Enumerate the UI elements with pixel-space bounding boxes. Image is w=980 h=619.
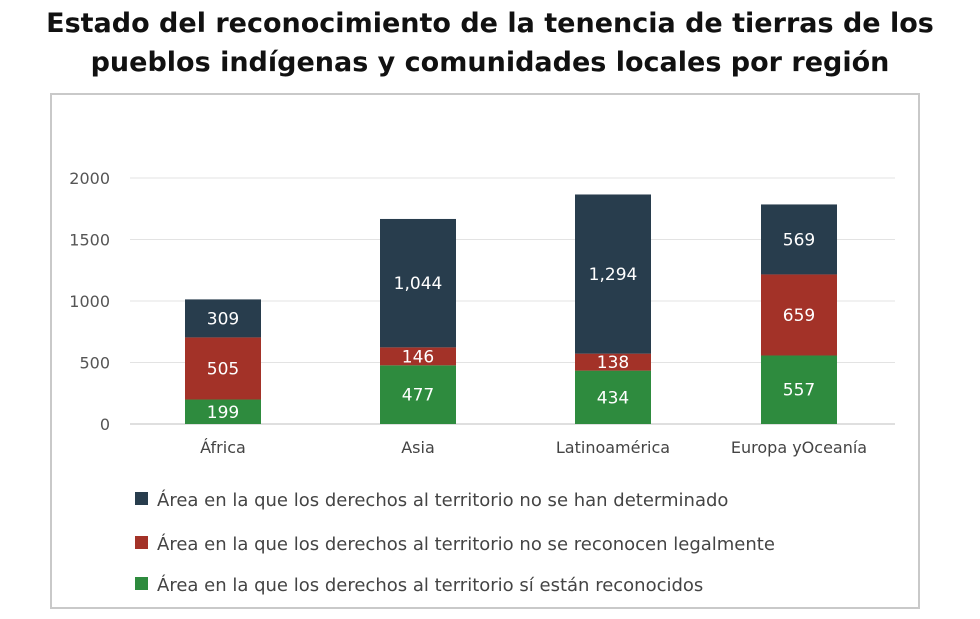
data-label: 138 [597, 353, 629, 373]
bar-segment-2-4 [761, 274, 837, 356]
bar-segment-2-3 [575, 353, 651, 371]
data-label: 1,044 [394, 274, 443, 294]
bar-segment-1-2 [380, 365, 456, 424]
bar-segment-1-1 [185, 399, 261, 424]
legend-swatch-2 [135, 536, 148, 549]
x-tick-label: Latinoamérica [556, 438, 670, 457]
y-tick-label: 2000 [69, 169, 110, 188]
x-tick-label: África [200, 438, 246, 457]
data-label: 569 [783, 230, 815, 250]
bar-segment-3-1 [185, 299, 261, 338]
y-tick-label: 500 [79, 354, 110, 373]
data-label: 199 [207, 403, 239, 423]
data-label: 659 [783, 306, 815, 326]
bar-segment-3-2 [380, 218, 456, 348]
y-tick-label: 1000 [69, 292, 110, 311]
data-label: 477 [402, 386, 434, 406]
data-label: 557 [783, 381, 815, 401]
chart-title: Estado del reconocimiento de la tenencia… [0, 4, 980, 82]
y-tick-label: 0 [100, 415, 110, 434]
bar-segment-3-4 [761, 204, 837, 275]
legend-label-1: Área en la que los derechos al territori… [157, 489, 728, 511]
data-label: 505 [207, 359, 239, 379]
data-label: 146 [402, 347, 434, 367]
y-tick-label: 1500 [69, 231, 110, 250]
bar-segment-3-3 [575, 194, 651, 354]
bar-segment-2-1 [185, 337, 261, 400]
legend-swatch-3 [135, 577, 148, 590]
bar-segment-1-3 [575, 370, 651, 424]
bar-segment-1-4 [761, 355, 837, 424]
data-label: 1,294 [589, 265, 638, 285]
chart-title-line-1: Estado del reconocimiento de la tenencia… [46, 8, 934, 39]
data-label: 434 [597, 388, 629, 408]
x-tick-label: Europa yOceanía [731, 438, 867, 457]
legend-swatch-1 [135, 492, 148, 505]
x-tick-label: Asia [401, 438, 435, 457]
legend-label-2: Área en la que los derechos al territori… [157, 533, 775, 555]
data-label: 309 [207, 309, 239, 329]
bar-segment-2-2 [380, 347, 456, 366]
chart-title-line-2: pueblos indígenas y comunidades locales … [90, 47, 890, 78]
chart-frame [50, 93, 920, 609]
legend-label-3: Área en la que los derechos al territori… [157, 574, 703, 596]
